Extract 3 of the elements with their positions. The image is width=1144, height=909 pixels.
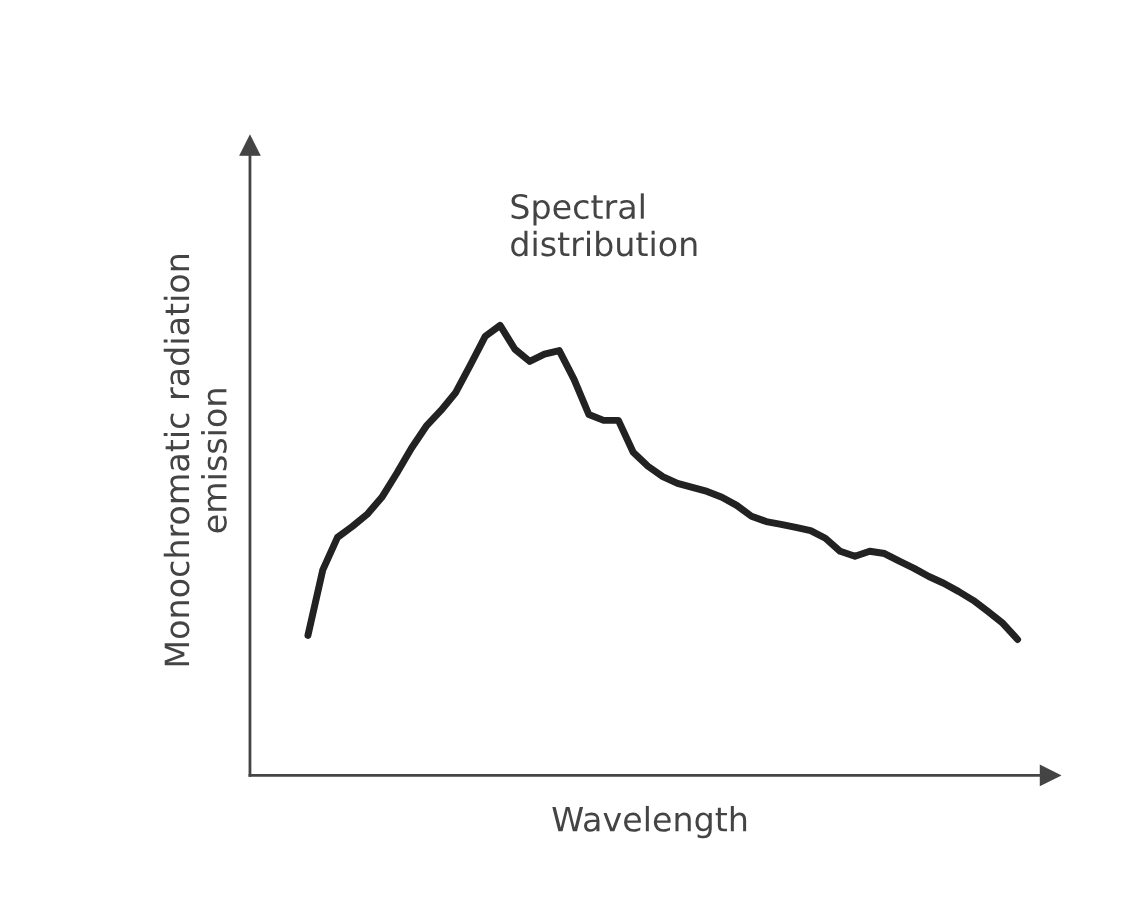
y-axis-title: Monochromatic radiation emission <box>163 255 227 666</box>
x-axis-title: Wavelength <box>552 805 747 839</box>
text: Spectral distribution <box>511 193 697 257</box>
